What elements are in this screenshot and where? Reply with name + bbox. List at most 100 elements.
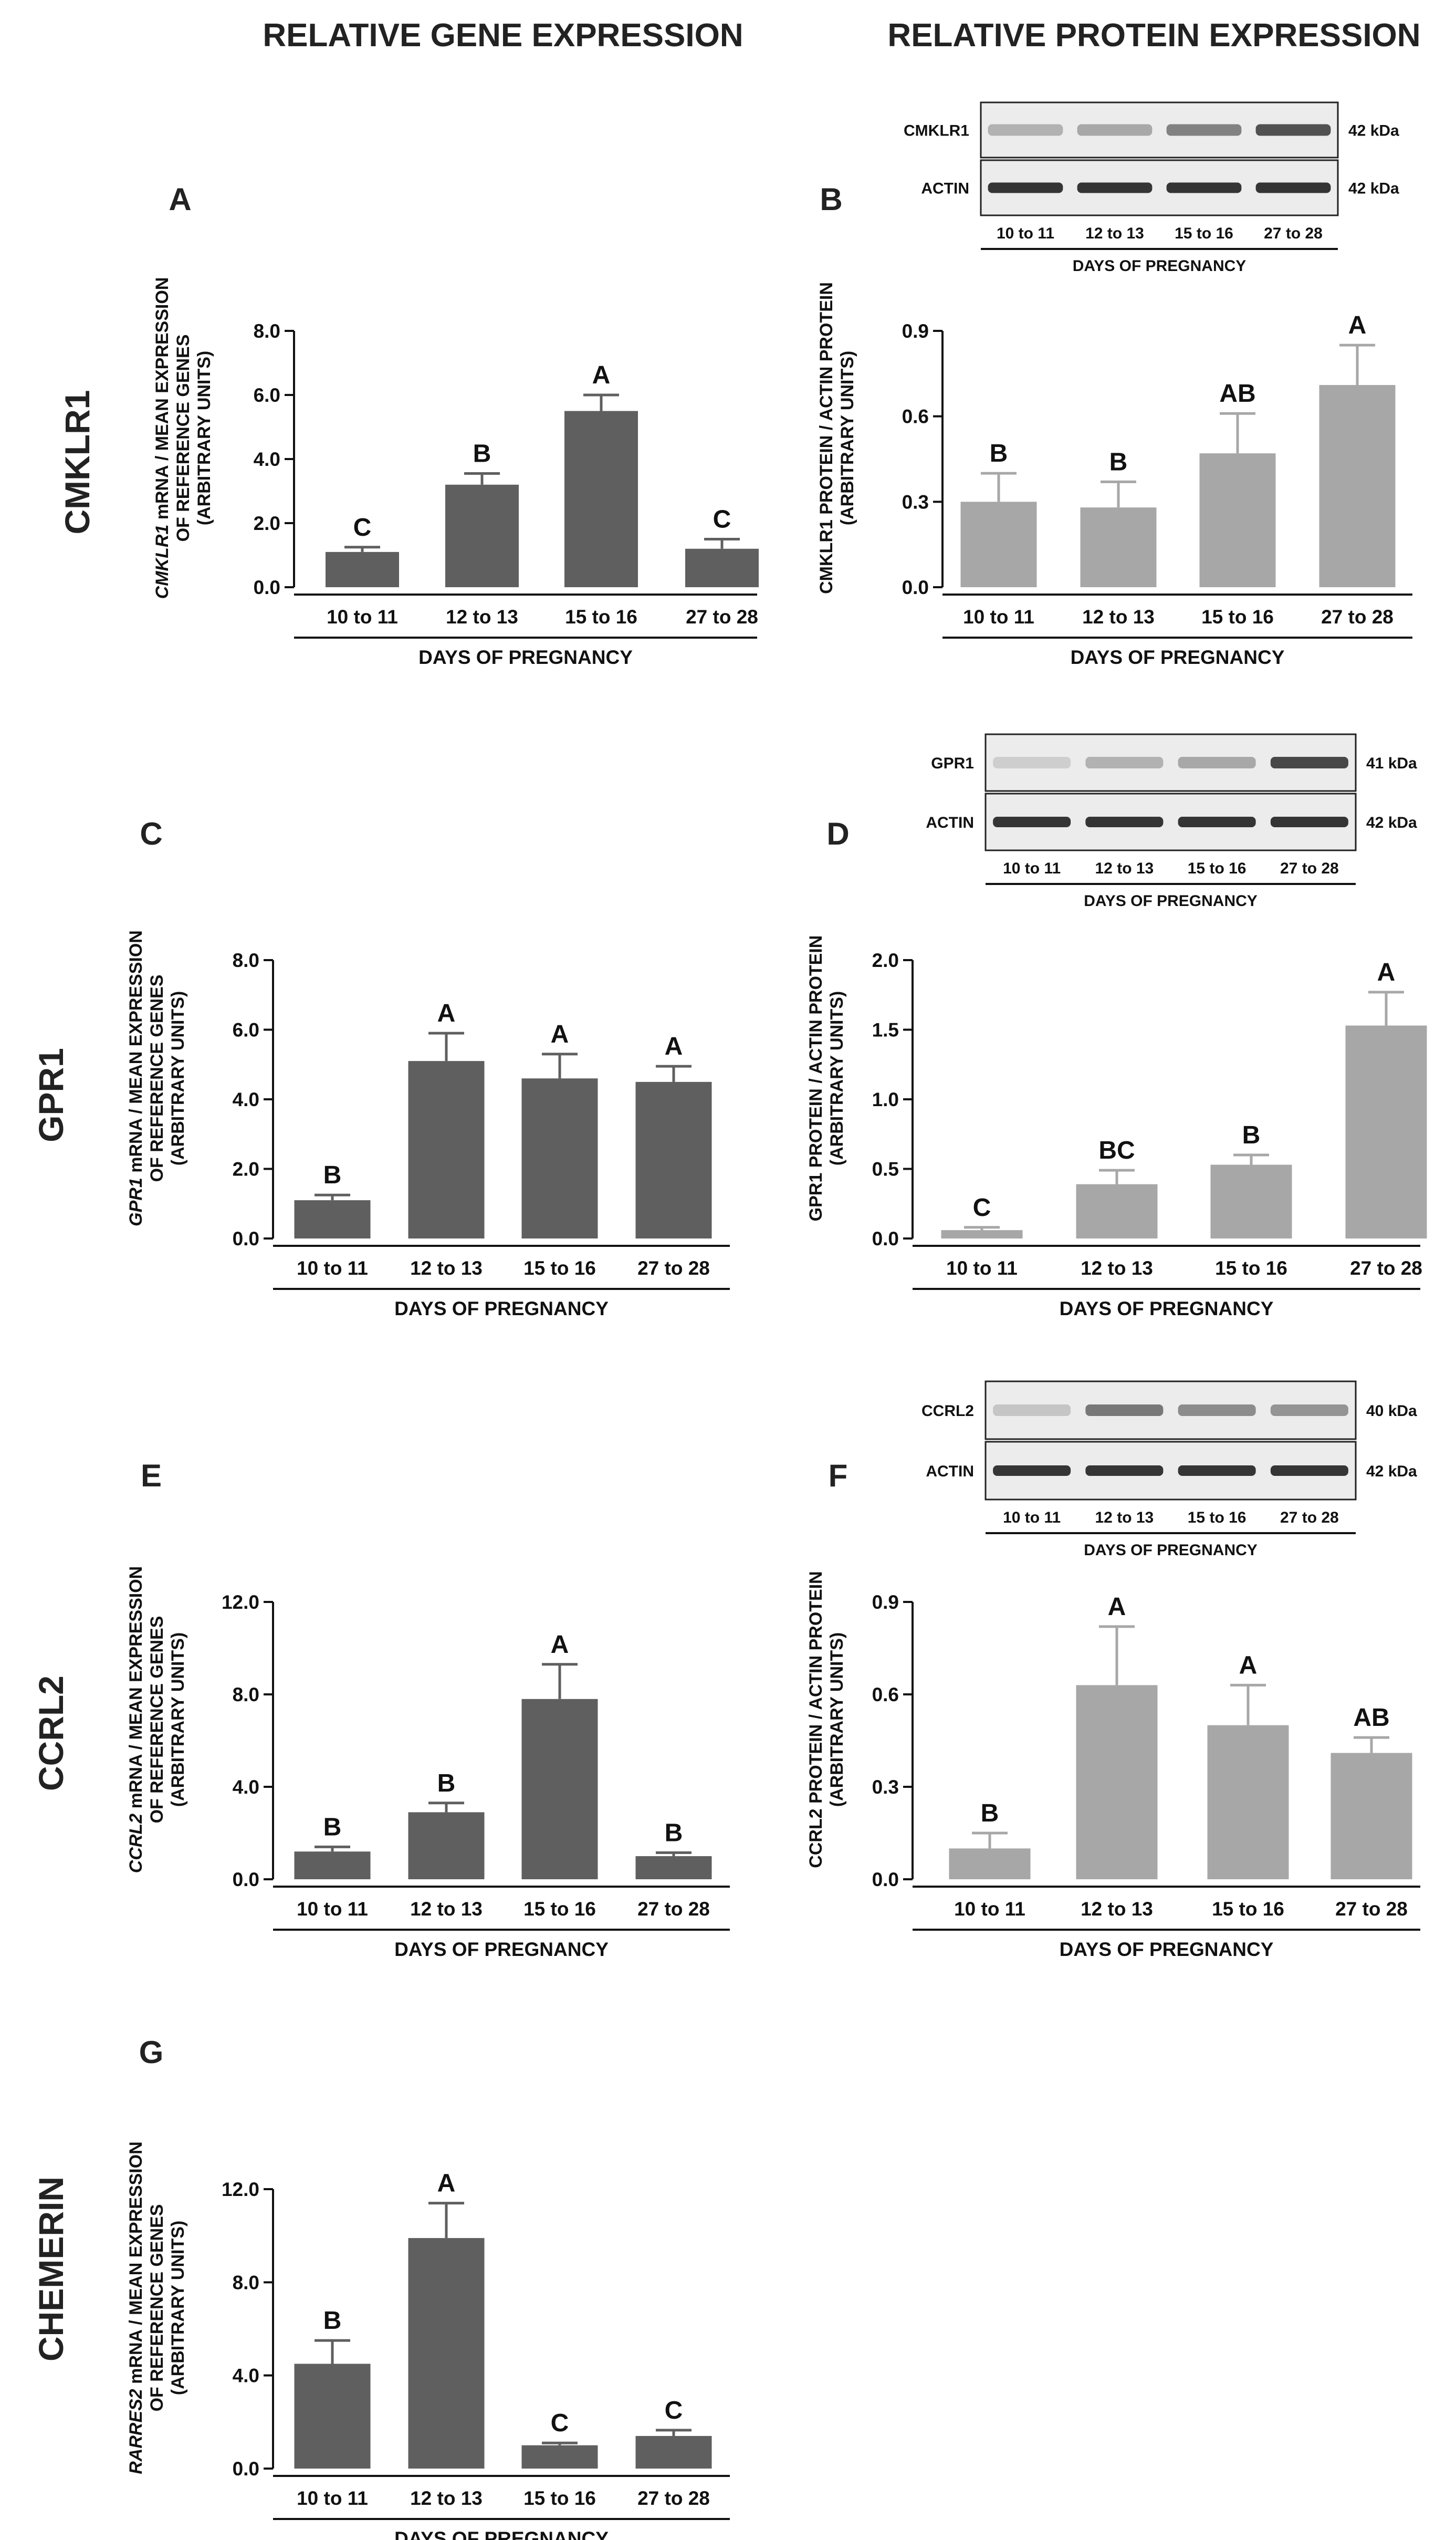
- bar: [1345, 1025, 1427, 1238]
- blot-band: [1085, 817, 1164, 827]
- x-tick-label: 12 to 13: [1081, 1898, 1153, 1920]
- bar: [445, 484, 519, 587]
- y-tick-label: 0.5: [872, 1159, 899, 1180]
- x-tick-label: 15 to 16: [523, 1257, 596, 1279]
- significance-label: B: [323, 2307, 342, 2335]
- significance-label: A: [1239, 1651, 1258, 1679]
- significance-label: C: [713, 506, 731, 534]
- row-label-gpr1: GPR1: [32, 1048, 70, 1142]
- blot-lane-label: 15 to 16: [1188, 1509, 1246, 1526]
- bar: [408, 2238, 485, 2469]
- significance-label: A: [437, 2170, 456, 2198]
- x-tick-label: 10 to 11: [954, 1898, 1025, 1920]
- bar: [1331, 1753, 1412, 1879]
- y-axis-title-line: mRNA / MEAN EXPRESSION: [152, 277, 172, 525]
- y-tick-label: 8.0: [233, 950, 259, 971]
- blot-label-control: ACTIN: [926, 1463, 974, 1480]
- column-title-protein: RELATIVE PROTEIN EXPRESSION: [887, 17, 1420, 54]
- y-axis-title: (ARBITRARY UNITS): [168, 991, 188, 1165]
- y-axis-title-gene: RARRES2: [126, 2389, 146, 2474]
- significance-label: A: [551, 1021, 569, 1048]
- x-tick-label: 12 to 13: [446, 606, 518, 628]
- bar: [635, 1856, 712, 1879]
- bar: [408, 1812, 485, 1879]
- y-axis-title: RARRES2 mRNA / MEAN EXPRESSION: [126, 2141, 146, 2474]
- blot-band: [1178, 1465, 1256, 1476]
- panel-c: C 0.0 2.0 4.0 6.0 8.0 B 10 to 11 A 12 to 13 A 15 to…: [126, 816, 730, 1319]
- x-tick-label: 15 to 16: [523, 1898, 596, 1920]
- y-tick-label: 8.0: [233, 2272, 259, 2293]
- blot-band: [993, 1465, 1071, 1476]
- y-tick-label: 0.0: [902, 577, 929, 598]
- panel-letter: G: [139, 2035, 164, 2070]
- blot-band: [1166, 124, 1242, 136]
- panel-g: G 0.0 4.0 8.0 12.0 B 10 to 11 A 12 to 13 C 15 to 1…: [126, 2035, 730, 2540]
- bar: [1076, 1184, 1158, 1238]
- significance-label: AB: [1353, 1704, 1389, 1732]
- y-tick-label: 0.0: [254, 577, 280, 598]
- panel-letter: A: [169, 182, 191, 217]
- y-axis-title: OF REFERENCE GENES: [147, 975, 167, 1182]
- blot-band: [988, 182, 1063, 193]
- blot-band: [1178, 817, 1256, 827]
- significance-label: B: [473, 440, 491, 467]
- x-tick-label: 12 to 13: [1082, 606, 1155, 628]
- x-tick-label: 27 to 28: [1350, 1257, 1422, 1279]
- blot-kda-control: 42 kDa: [1348, 180, 1399, 197]
- x-tick-label: 10 to 11: [327, 606, 398, 628]
- bar: [1080, 507, 1157, 587]
- bar: [1076, 1685, 1158, 1879]
- significance-label: C: [551, 2409, 569, 2437]
- x-tick-label: 12 to 13: [410, 1257, 483, 1279]
- bar: [294, 1200, 371, 1238]
- significance-label: B: [1242, 1121, 1261, 1149]
- blot-band: [1178, 1404, 1256, 1416]
- x-tick-label: 15 to 16: [523, 2487, 596, 2509]
- significance-label: A: [1108, 1593, 1126, 1621]
- blot-band: [1255, 124, 1331, 136]
- bar: [1319, 385, 1396, 587]
- y-tick-label: 0.0: [233, 1869, 259, 1890]
- x-axis-title: DAYS OF PREGNANCY: [1071, 647, 1285, 668]
- x-tick-label: 15 to 16: [565, 606, 637, 628]
- bar: [1207, 1725, 1289, 1879]
- y-axis-title-gene: CMKLR1: [152, 525, 172, 599]
- x-tick-label: 12 to 13: [410, 2487, 483, 2509]
- bar: [294, 2364, 371, 2469]
- blot-band: [1085, 757, 1164, 768]
- blot-lane-label: 12 to 13: [1095, 860, 1154, 877]
- x-axis-title: DAYS OF PREGNANCY: [1060, 1939, 1274, 1960]
- y-tick-label: 8.0: [233, 1684, 259, 1705]
- y-tick-label: 0.9: [872, 1591, 899, 1613]
- western-blot: CCRL2 40 kDa ACTIN 42 kDa 10 to 11 12 to 13 15…: [921, 1380, 1417, 1559]
- significance-label: C: [665, 2397, 683, 2424]
- panel-letter: D: [826, 816, 849, 851]
- blot-lane-label: 27 to 28: [1264, 225, 1323, 242]
- panel-a: A 0.0 2.0 4.0 6.0 8.0 C 10 to 11 B 12 to 13 A 15 to…: [152, 182, 759, 668]
- y-tick-label: 12.0: [222, 2179, 259, 2200]
- y-tick-label: 1.0: [872, 1089, 899, 1110]
- blot-label-target: CMKLR1: [904, 122, 969, 140]
- blot-band: [1077, 182, 1153, 193]
- y-axis-title: (ARBITRARY UNITS): [827, 1632, 847, 1807]
- blot-lane-label: 27 to 28: [1280, 860, 1339, 877]
- bar: [521, 2445, 598, 2469]
- y-tick-label: 6.0: [233, 1019, 259, 1041]
- y-tick-label: 12.0: [222, 1591, 259, 1613]
- y-tick-label: 0.3: [872, 1776, 899, 1798]
- y-tick-label: 1.5: [872, 1019, 899, 1041]
- significance-label: B: [437, 1769, 456, 1797]
- blot-label-control: ACTIN: [926, 814, 974, 831]
- x-tick-label: 12 to 13: [410, 1898, 483, 1920]
- bar: [564, 411, 638, 587]
- panel-d: D 0.0 0.5 1.0 1.5 2.0 C 10 to 11 BC 12 to 13 B 15 t…: [806, 733, 1427, 1319]
- blot-label-target: CCRL2: [921, 1402, 974, 1420]
- blot-lane-label: 10 to 11: [1003, 1509, 1061, 1526]
- y-axis-title: OF REFERENCE GENES: [147, 2204, 167, 2412]
- blot-kda-control: 42 kDa: [1366, 1463, 1417, 1480]
- bar: [635, 1081, 712, 1238]
- blot-lane-label: 12 to 13: [1085, 225, 1144, 242]
- x-tick-label: 27 to 28: [637, 1257, 710, 1279]
- y-tick-label: 4.0: [254, 449, 280, 470]
